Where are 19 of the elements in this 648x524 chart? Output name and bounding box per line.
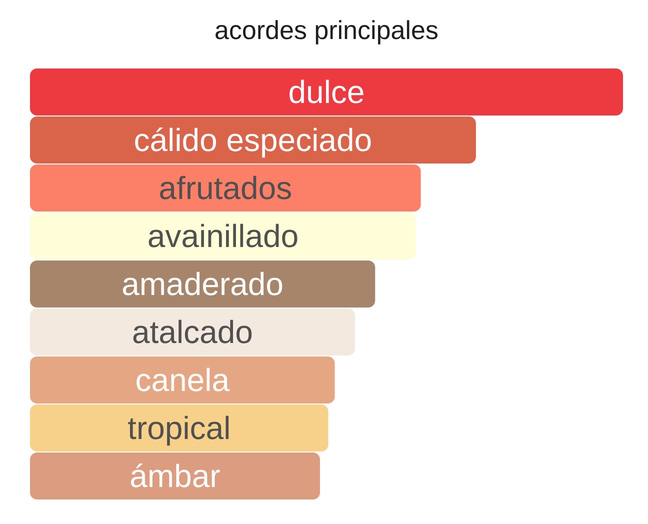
bar [30,452,320,500]
y-tick-label: ámbar [130,463,220,488]
bar [30,164,421,212]
y-tick-label: afrutados [160,176,291,200]
y-tick-label: canela [136,368,230,392]
bar [30,260,376,308]
bar [30,116,476,164]
y-tick-label: amaderado [122,272,282,296]
y-tick-label: atalcado [133,320,252,344]
bar [30,212,416,260]
bar [30,356,335,404]
y-tick-label: tropical [128,416,229,446]
bar [30,68,624,116]
y-tick-label: cálido especiado [135,127,371,158]
chart-title: acordes principales [216,20,438,44]
y-tick-label: dulce [290,80,364,104]
y-tick-label: avainillado [148,224,298,248]
bar [30,404,328,452]
bar [30,308,355,356]
